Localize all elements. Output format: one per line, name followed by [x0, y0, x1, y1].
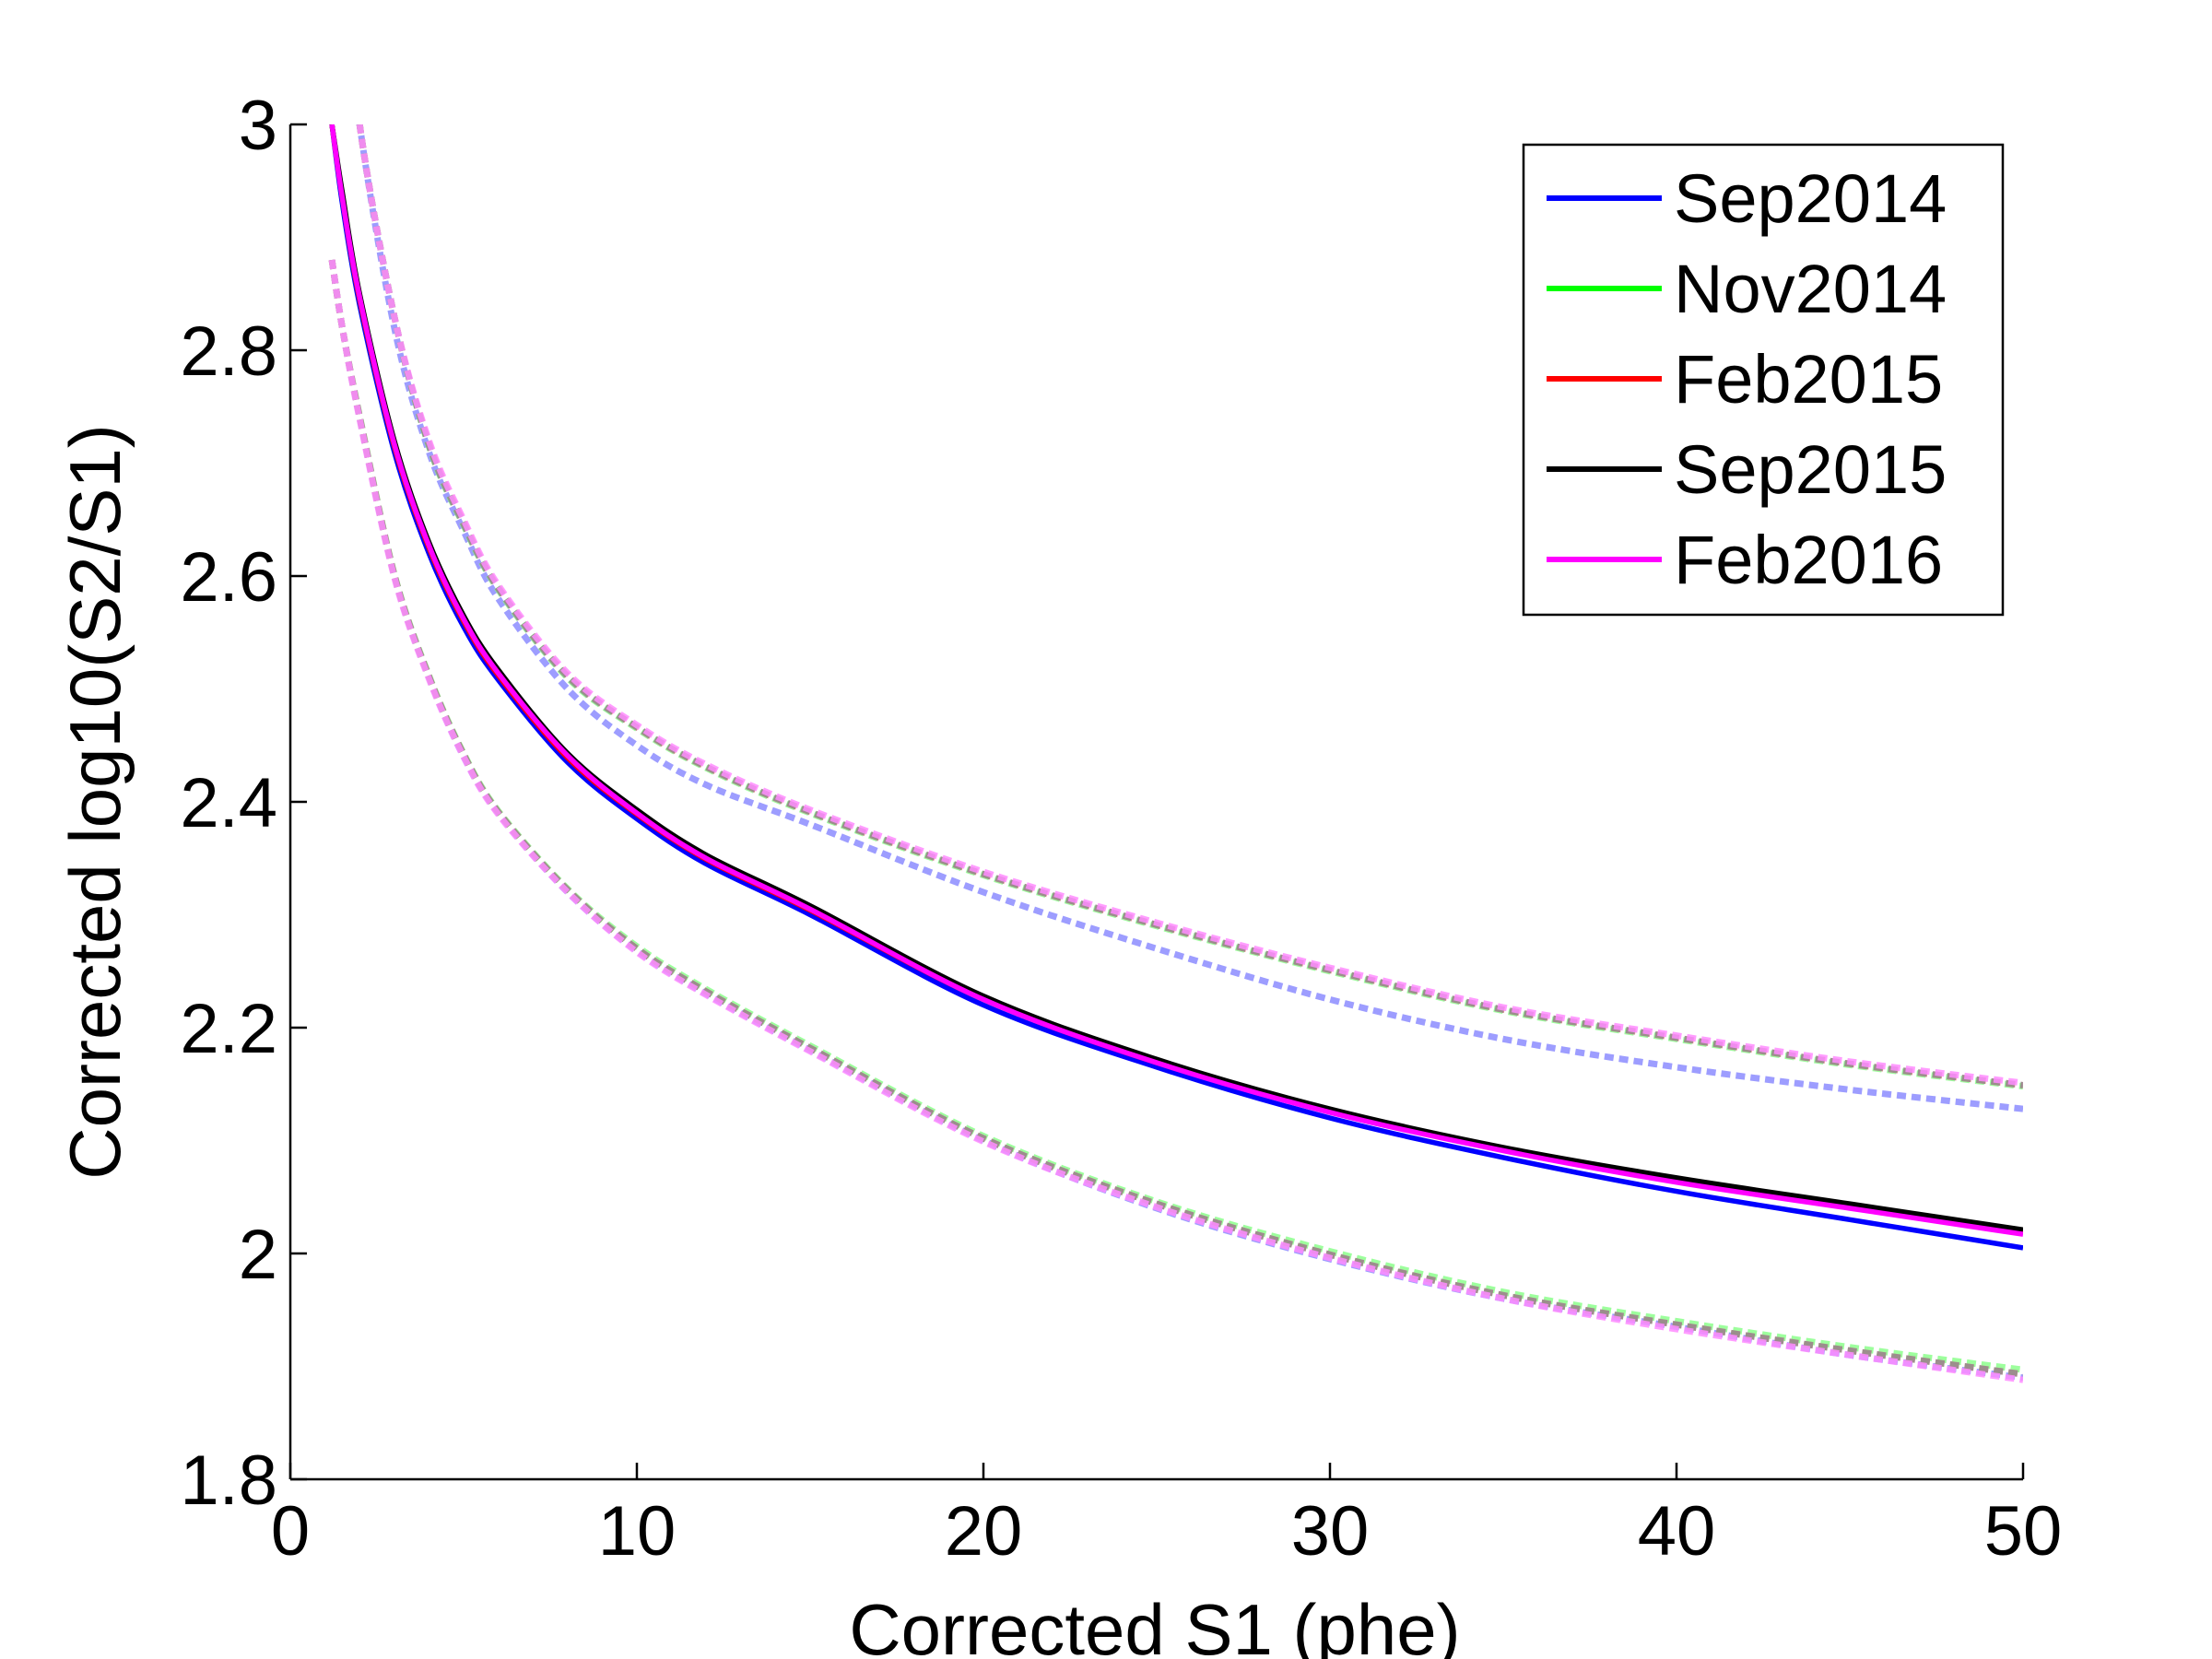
legend-label: Sep2015 — [1674, 431, 1947, 508]
confidence-bands — [328, 124, 2023, 1383]
y-tick-label: 2.8 — [180, 312, 277, 391]
legend-label: Feb2016 — [1674, 522, 1943, 598]
legend-label: Sep2014 — [1674, 160, 1947, 237]
axes: 0 10 20 30 40 50 1.8 2 2.2 2.4 2.6 2.8 3 — [180, 87, 2062, 1571]
x-tick-label: 50 — [1984, 1492, 2063, 1571]
x-tick-label: 40 — [1638, 1492, 1716, 1571]
y-tick-label: 3 — [239, 87, 277, 165]
y-tick-label: 2.2 — [180, 990, 277, 1068]
x-tick-label: 10 — [598, 1492, 677, 1571]
y-tick-label: 2.4 — [180, 764, 277, 842]
x-tick-label: 20 — [945, 1492, 1023, 1571]
median-line-feb2016 — [329, 124, 2023, 1237]
y-tick-label: 1.8 — [180, 1441, 277, 1520]
median-lines — [329, 124, 2023, 1251]
x-tick-label: 0 — [271, 1492, 310, 1571]
y-tick-label: 2 — [239, 1216, 277, 1294]
x-tick-label: 30 — [1291, 1492, 1370, 1571]
x-axis-title: Corrected S1 (phe) — [849, 1589, 1460, 1659]
legend-label: Nov2014 — [1674, 251, 1947, 327]
band-upper-feb2016 — [356, 124, 2023, 1087]
legend: Sep2014 Nov2014 Feb2015 Sep2015 Feb2016 — [1522, 143, 2005, 617]
band-lower-feb2016 — [328, 259, 2023, 1383]
y-tick-label: 2.6 — [180, 538, 277, 617]
y-axis-title: Corrected log10(S2/S1) — [54, 424, 135, 1179]
legend-label: Feb2015 — [1674, 341, 1943, 418]
